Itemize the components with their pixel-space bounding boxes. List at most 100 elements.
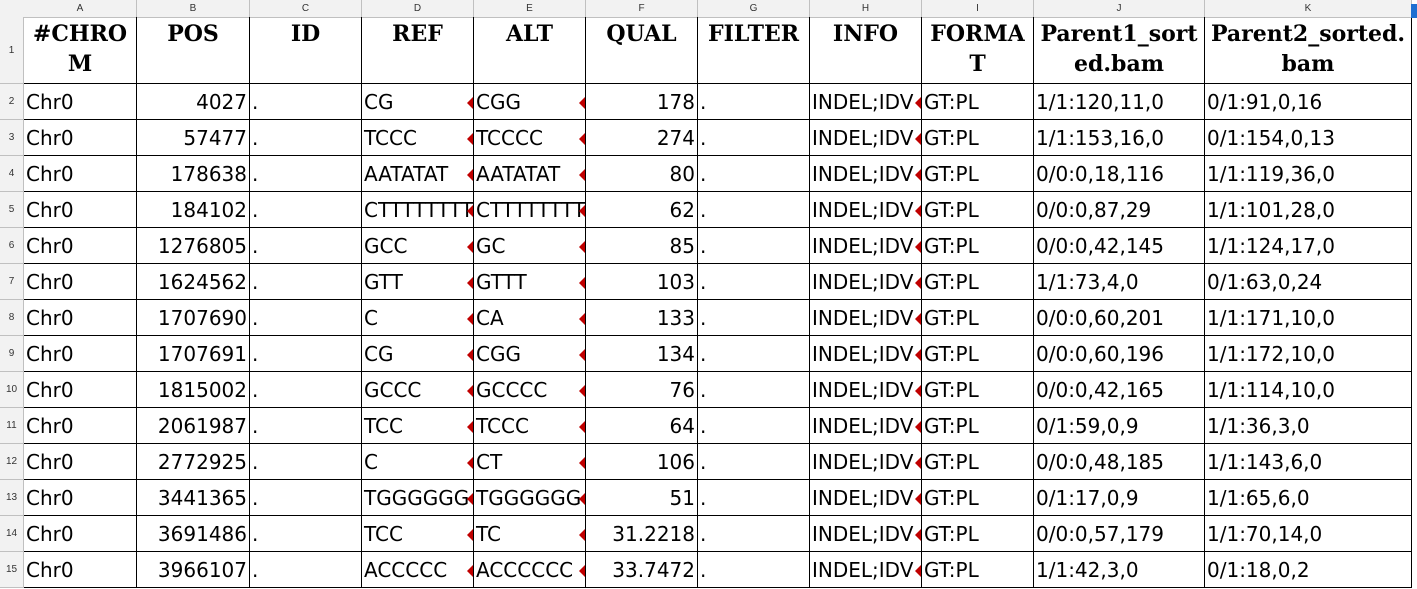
data-cell[interactable]: . — [698, 264, 810, 300]
data-cell[interactable]: Chr0 — [24, 120, 137, 156]
row-header-4[interactable]: 4 — [0, 156, 24, 192]
data-cell[interactable]: 0/0:0,87,29 — [1034, 192, 1205, 228]
data-cell[interactable]: 31.2218 — [586, 516, 698, 552]
data-cell[interactable]: INDEL;IDV — [810, 552, 922, 588]
row-header-8[interactable]: 8 — [0, 300, 24, 336]
data-cell[interactable]: . — [250, 336, 362, 372]
data-cell[interactable]: INDEL;IDV — [810, 84, 922, 120]
data-cell[interactable]: GTTT — [474, 264, 586, 300]
data-cell[interactable]: GTT — [362, 264, 474, 300]
data-cell[interactable]: . — [250, 516, 362, 552]
data-cell[interactable]: GT:PL — [922, 120, 1034, 156]
data-cell[interactable]: 0/1:91,0,16 — [1205, 84, 1412, 120]
data-cell[interactable]: 3966107 — [137, 552, 250, 588]
data-cell[interactable]: Chr0 — [24, 480, 137, 516]
column-header-g[interactable]: G — [698, 0, 810, 17]
data-cell[interactable]: 1624562 — [137, 264, 250, 300]
data-cell[interactable]: 1/1:172,10,0 — [1205, 336, 1412, 372]
data-cell[interactable]: GT:PL — [922, 480, 1034, 516]
data-cell[interactable]: 2061987 — [137, 408, 250, 444]
data-cell[interactable]: TGGGGGG — [474, 480, 586, 516]
header-cell-c[interactable]: ID — [250, 17, 362, 84]
data-cell[interactable]: INDEL;IDV — [810, 264, 922, 300]
row-header-7[interactable]: 7 — [0, 264, 24, 300]
data-cell[interactable]: 1/1:153,16,0 — [1034, 120, 1205, 156]
data-cell[interactable]: 0/0:0,18,116 — [1034, 156, 1205, 192]
data-cell[interactable]: . — [250, 228, 362, 264]
data-cell[interactable]: GT:PL — [922, 552, 1034, 588]
data-cell[interactable]: C — [362, 444, 474, 480]
data-cell[interactable]: GT:PL — [922, 408, 1034, 444]
row-header-2[interactable]: 2 — [0, 84, 24, 120]
row-header-1[interactable]: 1 — [0, 17, 24, 84]
data-cell[interactable]: 0/1:154,0,13 — [1205, 120, 1412, 156]
data-cell[interactable]: . — [698, 408, 810, 444]
data-cell[interactable]: . — [250, 84, 362, 120]
data-cell[interactable]: 3691486 — [137, 516, 250, 552]
data-cell[interactable]: GT:PL — [922, 516, 1034, 552]
column-header-j[interactable]: J — [1034, 0, 1205, 17]
data-cell[interactable]: CT — [474, 444, 586, 480]
data-cell[interactable]: CA — [474, 300, 586, 336]
data-cell[interactable]: 1707691 — [137, 336, 250, 372]
row-header-3[interactable]: 3 — [0, 120, 24, 156]
header-cell-a[interactable]: #CHROM — [24, 17, 137, 84]
data-cell[interactable]: 1/1:119,36,0 — [1205, 156, 1412, 192]
data-cell[interactable]: GT:PL — [922, 372, 1034, 408]
data-cell[interactable]: CG — [362, 84, 474, 120]
data-cell[interactable]: 0/0:0,57,179 — [1034, 516, 1205, 552]
data-cell[interactable]: 76 — [586, 372, 698, 408]
data-cell[interactable]: Chr0 — [24, 192, 137, 228]
data-cell[interactable]: 3441365 — [137, 480, 250, 516]
data-cell[interactable]: Chr0 — [24, 408, 137, 444]
data-cell[interactable]: GCCCC — [474, 372, 586, 408]
data-cell[interactable]: 1/1:114,10,0 — [1205, 372, 1412, 408]
data-cell[interactable]: GT:PL — [922, 264, 1034, 300]
data-cell[interactable]: 1/1:36,3,0 — [1205, 408, 1412, 444]
data-cell[interactable]: 133 — [586, 300, 698, 336]
data-cell[interactable]: 1276805 — [137, 228, 250, 264]
data-cell[interactable]: INDEL;IDV — [810, 480, 922, 516]
data-cell[interactable]: 1/1:120,11,0 — [1034, 84, 1205, 120]
data-cell[interactable]: 178 — [586, 84, 698, 120]
data-cell[interactable]: 4027 — [137, 84, 250, 120]
data-cell[interactable]: 2772925 — [137, 444, 250, 480]
row-header-12[interactable]: 12 — [0, 444, 24, 480]
data-cell[interactable]: 0/0:0,48,185 — [1034, 444, 1205, 480]
row-header-15[interactable]: 15 — [0, 552, 24, 588]
data-cell[interactable]: 0/0:0,42,165 — [1034, 372, 1205, 408]
data-cell[interactable]: 134 — [586, 336, 698, 372]
column-header-c[interactable]: C — [250, 0, 362, 17]
header-cell-b[interactable]: POS — [137, 17, 250, 84]
header-cell-k[interactable]: Parent2_sorted.bam — [1205, 17, 1412, 84]
data-cell[interactable]: . — [698, 552, 810, 588]
row-header-13[interactable]: 13 — [0, 480, 24, 516]
data-cell[interactable]: 103 — [586, 264, 698, 300]
data-cell[interactable]: . — [698, 84, 810, 120]
data-cell[interactable]: 1815002 — [137, 372, 250, 408]
data-cell[interactable]: GC — [474, 228, 586, 264]
data-cell[interactable]: . — [698, 444, 810, 480]
data-cell[interactable]: 184102 — [137, 192, 250, 228]
data-cell[interactable]: Chr0 — [24, 84, 137, 120]
data-cell[interactable]: TCC — [362, 516, 474, 552]
header-cell-e[interactable]: ALT — [474, 17, 586, 84]
header-cell-f[interactable]: QUAL — [586, 17, 698, 84]
data-cell[interactable]: . — [250, 480, 362, 516]
data-cell[interactable]: TCCCC — [474, 120, 586, 156]
data-cell[interactable]: 0/1:17,0,9 — [1034, 480, 1205, 516]
data-cell[interactable]: 80 — [586, 156, 698, 192]
data-cell[interactable]: . — [698, 372, 810, 408]
data-cell[interactable]: CGG — [474, 84, 586, 120]
data-cell[interactable]: Chr0 — [24, 552, 137, 588]
data-cell[interactable]: 64 — [586, 408, 698, 444]
data-cell[interactable]: Chr0 — [24, 156, 137, 192]
data-cell[interactable]: GT:PL — [922, 84, 1034, 120]
data-cell[interactable]: 0/1:63,0,24 — [1205, 264, 1412, 300]
data-cell[interactable]: 1/1:124,17,0 — [1205, 228, 1412, 264]
data-cell[interactable]: . — [698, 120, 810, 156]
data-cell[interactable]: . — [698, 300, 810, 336]
data-cell[interactable]: . — [250, 444, 362, 480]
column-header-f[interactable]: F — [586, 0, 698, 17]
data-cell[interactable]: 0/0:0,60,196 — [1034, 336, 1205, 372]
